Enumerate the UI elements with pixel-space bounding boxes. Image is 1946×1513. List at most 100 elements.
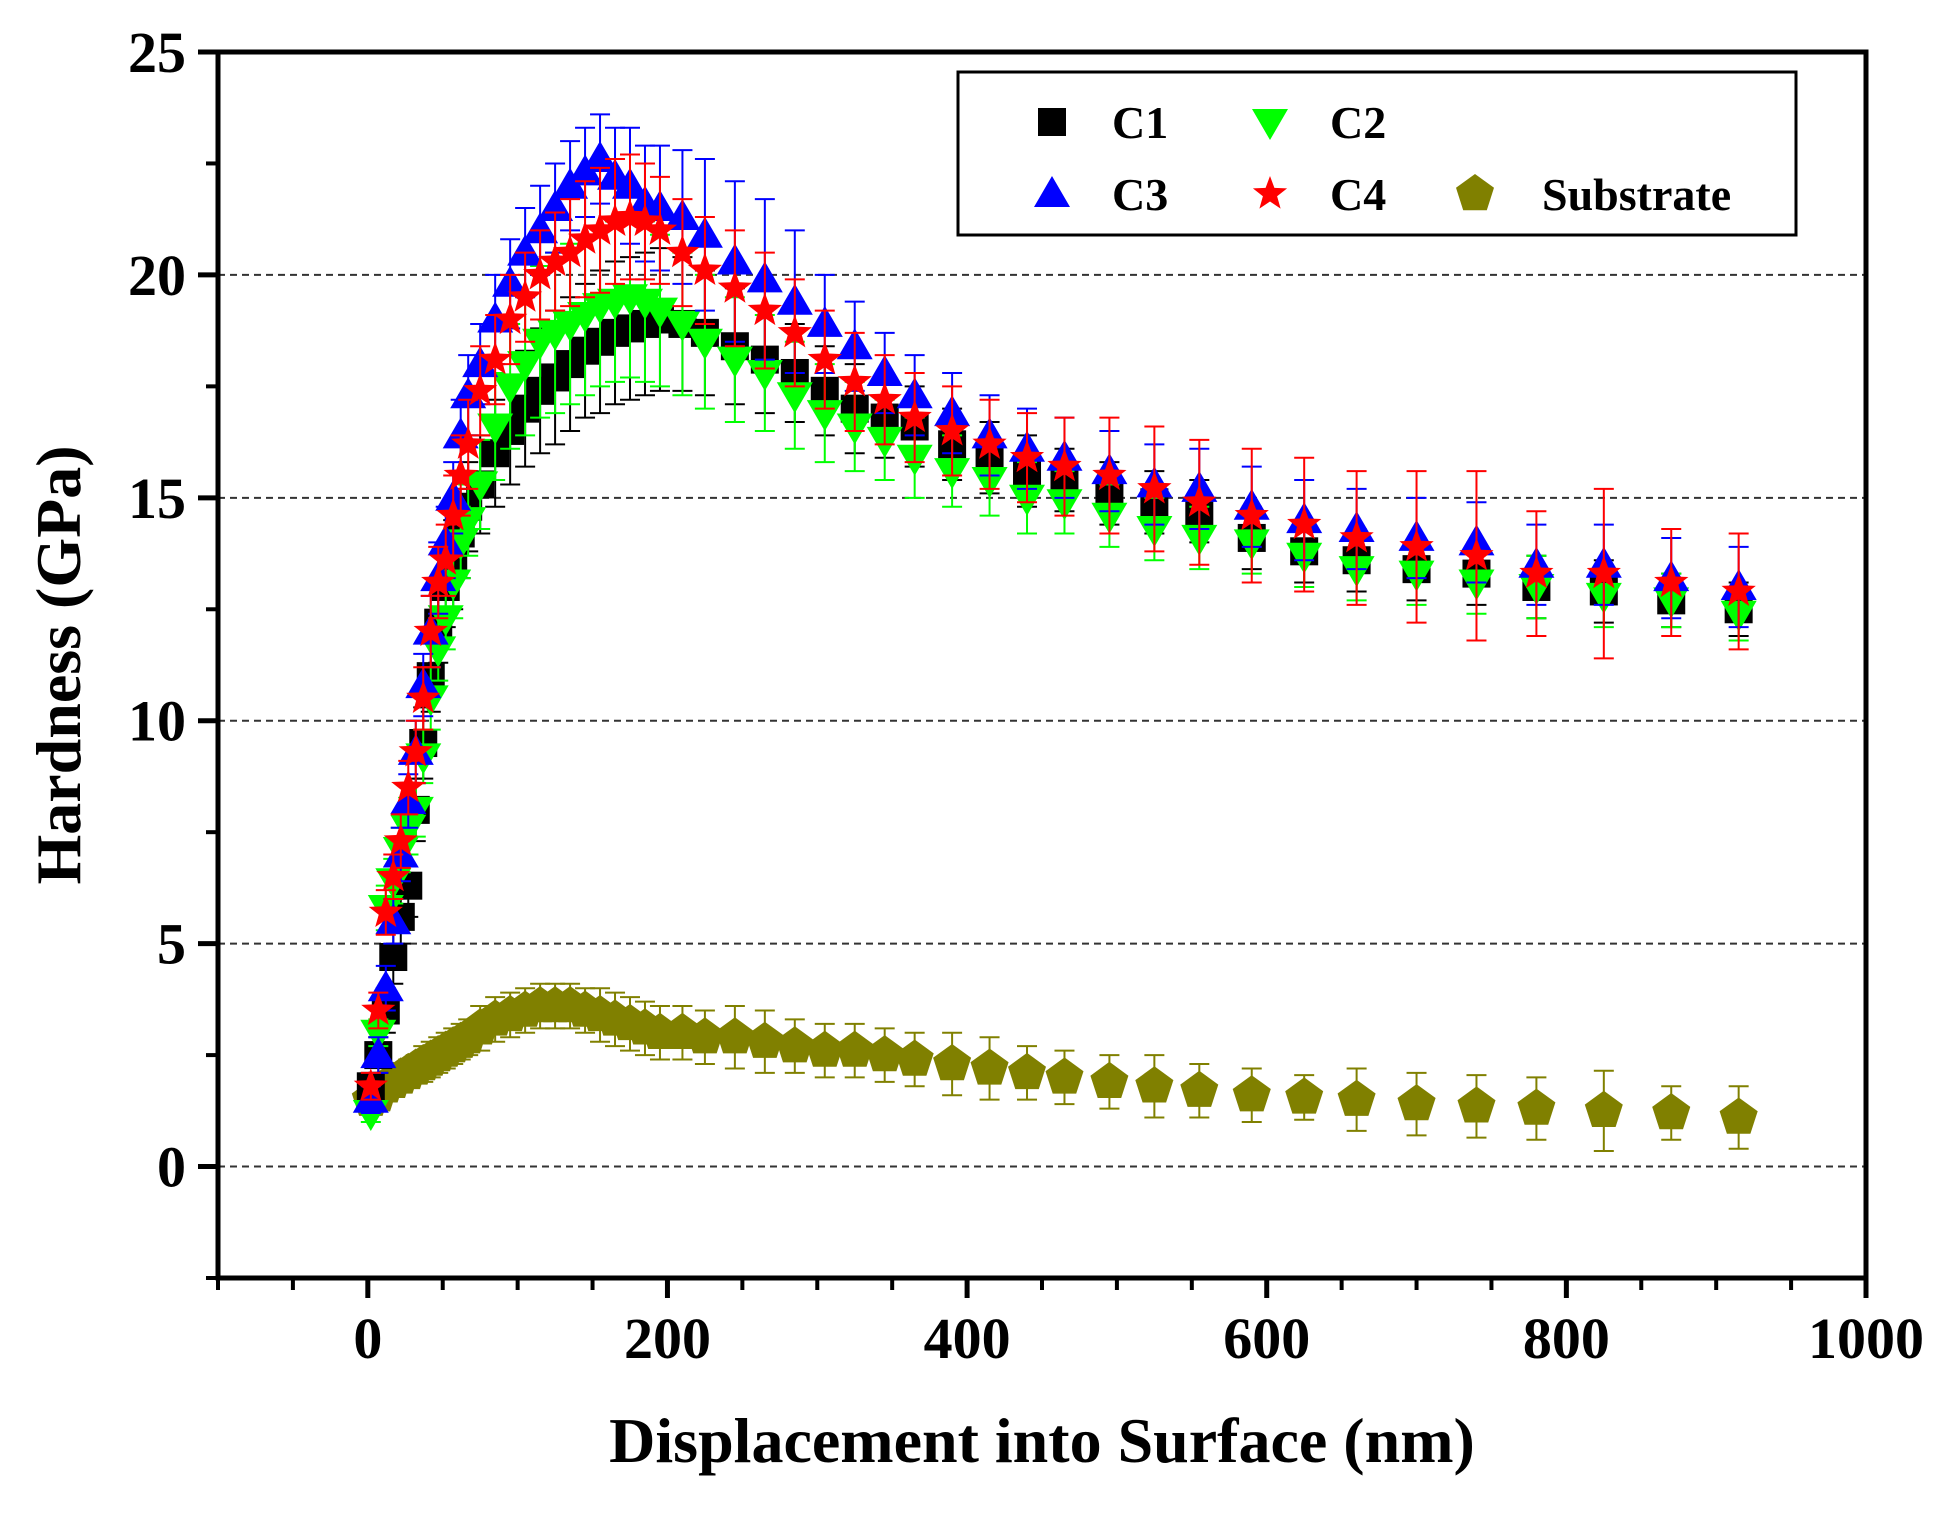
legend-label-c3: C3 [1112, 169, 1168, 220]
legend-label-substrate: Substrate [1542, 169, 1731, 220]
point-substrate [745, 1021, 784, 1058]
legend-marker-c3 [1034, 176, 1070, 207]
point-c4 [376, 858, 411, 892]
x-tick-label: 800 [1523, 1306, 1610, 1371]
point-c4 [406, 680, 441, 713]
series-c1 [356, 247, 1753, 1101]
point-substrate [1090, 1061, 1129, 1098]
gridlines [218, 273, 1866, 1168]
point-c4 [413, 613, 448, 647]
x-tick-label: 600 [1223, 1306, 1310, 1371]
point-c4 [807, 341, 842, 375]
point-c4 [582, 212, 618, 245]
point-substrate [1008, 1052, 1046, 1090]
point-c4 [463, 372, 498, 406]
y-tick-label: 15 [128, 466, 186, 531]
point-c4 [1339, 519, 1374, 553]
legend-label-c4: C4 [1330, 169, 1386, 220]
series-c4 [353, 153, 1756, 1101]
point-c4 [567, 221, 603, 254]
point-c4 [1586, 555, 1621, 589]
point-c4 [627, 203, 663, 236]
point-c4 [436, 497, 471, 531]
point-c2 [686, 328, 723, 360]
point-c4 [1092, 457, 1127, 491]
legend-label-c1: C1 [1112, 97, 1168, 148]
point-c4 [538, 243, 573, 277]
point-c4 [777, 314, 812, 348]
point-c3 [367, 970, 404, 1002]
x-tick-label: 200 [624, 1306, 711, 1371]
point-substrate [715, 1017, 754, 1054]
point-c2 [664, 310, 701, 342]
point-c4 [553, 234, 588, 268]
point-c4 [383, 823, 418, 856]
point-c4 [597, 203, 633, 236]
data-series [351, 113, 1758, 1152]
point-substrate [1337, 1079, 1376, 1116]
x-axis-title: Displacement into Surface (nm) [609, 1405, 1475, 1476]
point-c4 [1047, 448, 1082, 482]
point-c3 [582, 141, 618, 172]
point-c4 [443, 457, 478, 491]
legend-label-c2: C2 [1330, 97, 1386, 148]
point-substrate [1457, 1086, 1496, 1123]
x-tick-label: 1000 [1808, 1306, 1924, 1371]
point-c4 [665, 234, 700, 268]
point-substrate [805, 1030, 844, 1067]
legend-marker-c2 [1252, 109, 1288, 140]
y-tick-label: 0 [157, 1135, 186, 1200]
point-substrate [835, 1030, 874, 1067]
point-c4 [1519, 555, 1554, 589]
point-c3 [507, 234, 544, 266]
series-substrate [351, 982, 1758, 1152]
point-c2 [477, 413, 514, 445]
x-tick-label: 0 [353, 1306, 382, 1371]
point-c2 [716, 346, 753, 378]
legend-marker-substrate [1456, 174, 1494, 211]
point-c4 [451, 426, 486, 459]
point-c4 [493, 301, 528, 335]
point-c4 [508, 279, 543, 312]
point-c2 [776, 382, 813, 414]
point-substrate [1397, 1084, 1436, 1121]
point-c3 [360, 1037, 397, 1069]
point-c4 [837, 363, 872, 397]
y-tick-label: 10 [128, 689, 186, 754]
point-c4 [867, 381, 902, 415]
y-tick-label: 25 [128, 20, 186, 85]
point-c4 [523, 256, 558, 290]
point-substrate [1285, 1077, 1324, 1114]
legend-marker-c1 [1038, 108, 1066, 136]
point-c4 [353, 1068, 388, 1101]
point-c4 [972, 426, 1007, 459]
point-c2 [507, 351, 544, 383]
x-tick-label: 400 [924, 1306, 1011, 1371]
point-c4 [428, 542, 463, 575]
axis-ticks: 0 200 400 600 800 1000 0 5 10 15 20 25 [128, 20, 1924, 1371]
point-c4 [687, 252, 722, 285]
point-c4 [398, 733, 433, 767]
point-substrate [970, 1048, 1009, 1085]
point-substrate [1584, 1090, 1623, 1127]
point-substrate [1232, 1075, 1271, 1112]
y-axis-title: Hardness (GPa) [23, 445, 94, 884]
point-substrate [685, 1017, 724, 1054]
point-c4 [1137, 470, 1172, 504]
point-substrate [775, 1026, 814, 1063]
point-substrate [1719, 1097, 1758, 1134]
point-c4 [478, 341, 513, 375]
point-c4 [1654, 564, 1689, 598]
point-c4 [1459, 537, 1494, 571]
point-c4 [391, 769, 426, 803]
point-c4 [1287, 506, 1322, 540]
point-c4 [642, 212, 678, 245]
point-c4 [361, 992, 396, 1026]
point-c4 [1182, 484, 1217, 517]
point-c4 [1234, 497, 1269, 531]
point-c2 [642, 297, 678, 329]
legend-marker-c4 [1252, 176, 1288, 209]
point-substrate [865, 1035, 904, 1072]
point-c4 [612, 199, 648, 232]
